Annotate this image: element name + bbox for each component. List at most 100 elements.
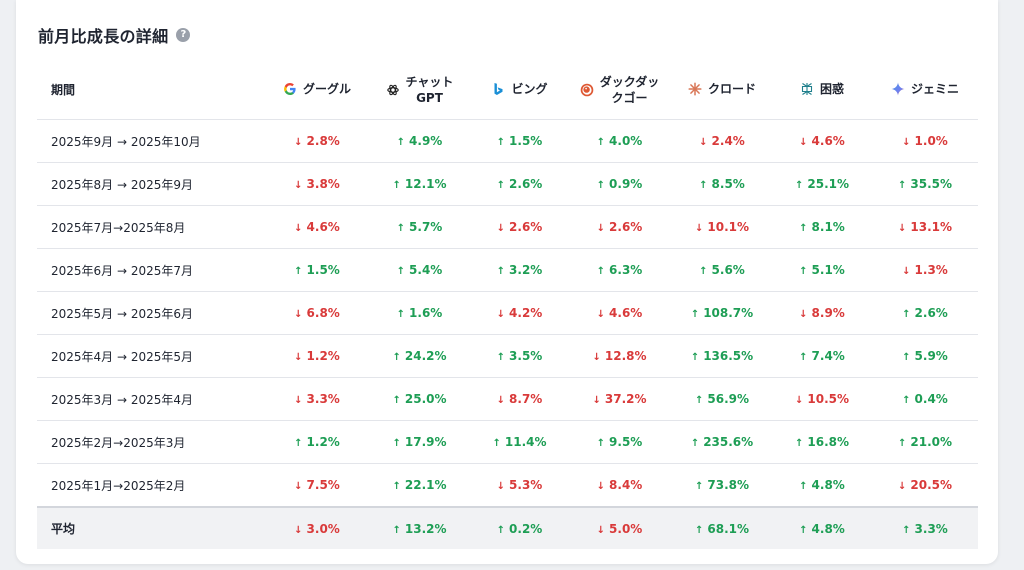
growth-value: ↑ 4.0%	[567, 119, 672, 163]
growth-percent: 8.9%	[811, 306, 845, 320]
growth-percent: 8.1%	[811, 220, 845, 234]
growth-percent: 0.2%	[509, 521, 543, 536]
growth-value: ↑ 3.3%	[872, 506, 978, 549]
arrow-up-icon: ↑	[496, 524, 506, 536]
arrow-down-icon: ↓	[496, 481, 506, 492]
growth-percent: 1.2%	[306, 435, 340, 449]
column-header-google[interactable]: グーグル	[267, 60, 367, 120]
duckduckgo-icon	[580, 83, 594, 97]
arrow-up-icon: ↑	[396, 309, 406, 320]
growth-value: ↓ 7.5%	[267, 463, 367, 508]
growth-percent: 73.8%	[707, 478, 750, 492]
growth-value: ↓ 6.8%	[267, 291, 367, 335]
column-header-label: ビング	[511, 81, 548, 96]
column-header-period[interactable]: 期間	[37, 60, 267, 120]
growth-percent: 1.0%	[914, 134, 948, 148]
arrow-up-icon: ↑	[496, 137, 506, 148]
growth-percent: 4.2%	[509, 306, 543, 320]
growth-percent: 16.8%	[807, 435, 850, 449]
average-label: 平均	[37, 506, 267, 549]
growth-value: ↑ 2.6%	[872, 291, 978, 335]
arrow-down-icon: ↓	[897, 223, 907, 234]
arrow-down-icon: ↓	[294, 524, 303, 536]
arrow-down-icon: ↓	[294, 137, 303, 148]
growth-percent: 8.4%	[609, 478, 643, 492]
arrow-up-icon: ↑	[799, 352, 808, 363]
arrow-up-icon: ↑	[392, 524, 401, 536]
growth-percent: 25.1%	[807, 177, 850, 191]
arrow-up-icon: ↑	[694, 395, 704, 406]
arrow-up-icon: ↑	[690, 438, 700, 449]
column-header-label: ダックダッ クゴー	[599, 74, 660, 105]
arrow-up-icon: ↑	[902, 395, 911, 406]
help-icon[interactable]: ?	[176, 28, 191, 42]
gemini-icon	[891, 82, 905, 96]
growth-value: ↑ 17.9%	[367, 420, 472, 464]
growth-percent: 7.5%	[306, 478, 340, 492]
period-cell: 2025年4月 → 2025年5月	[37, 334, 267, 378]
growth-percent: 20.5%	[910, 478, 953, 492]
growth-percent: 2.6%	[509, 177, 543, 191]
growth-value: ↑ 5.4%	[367, 248, 472, 292]
growth-percent: 3.3%	[306, 392, 340, 406]
growth-value: ↑ 136.5%	[672, 334, 772, 378]
growth-value: ↓ 5.3%	[472, 463, 567, 508]
arrow-down-icon: ↓	[294, 481, 303, 492]
growth-value: ↑ 1.5%	[472, 119, 567, 163]
growth-value: ↓ 4.6%	[567, 291, 672, 335]
growth-value: ↑ 5.6%	[672, 248, 772, 292]
column-header-bing[interactable]: ビング	[472, 60, 567, 120]
growth-percent: 37.2%	[604, 392, 647, 406]
growth-percent: 8.5%	[711, 177, 745, 191]
growth-value: ↓ 37.2%	[567, 377, 672, 421]
column-header-chatgpt[interactable]: チャット GPT	[367, 60, 472, 120]
perplexity-icon	[800, 82, 814, 96]
column-header-gemini[interactable]: ジェミニ	[872, 60, 978, 120]
growth-percent: 5.0%	[609, 521, 643, 536]
growth-percent: 2.4%	[711, 134, 745, 148]
table-row: 2025年7月→2025年8月 ↓ 4.6% ↑ 5.7% ↓ 2.6% ↓ 2.6% ↓ 10.1…	[37, 205, 978, 249]
arrow-up-icon: ↑	[902, 352, 911, 363]
growth-detail-card: 前月比成長の詳細 ? 期間	[16, 0, 998, 564]
arrow-up-icon: ↑	[492, 438, 501, 449]
growth-percent: 8.7%	[509, 392, 543, 406]
growth-value: ↓ 8.4%	[567, 463, 672, 508]
growth-value: ↓ 12.8%	[567, 334, 672, 378]
growth-percent: 11.4%	[504, 435, 547, 449]
arrow-up-icon: ↑	[392, 180, 401, 191]
arrow-up-icon: ↑	[396, 266, 406, 277]
growth-value: ↓ 4.2%	[472, 291, 567, 335]
growth-percent: 5.1%	[811, 263, 845, 277]
table-row: 2025年9月 → 2025年10月 ↓ 2.8% ↑ 4.9% ↑ 1.5% ↑ 4.0% ↓ 2…	[37, 119, 978, 163]
growth-value: ↓ 2.4%	[672, 119, 772, 163]
growth-value: ↓ 3.0%	[267, 506, 367, 549]
growth-value: ↓ 3.8%	[267, 162, 367, 206]
growth-value: ↑ 9.5%	[567, 420, 672, 464]
column-header-label: クロード	[707, 81, 756, 96]
growth-value: ↑ 1.6%	[367, 291, 472, 335]
growth-value: ↑ 5.1%	[772, 248, 872, 292]
table-body: 2025年9月 → 2025年10月 ↓ 2.8% ↑ 4.9% ↑ 1.5% ↑ 4.0% ↓ 2…	[37, 119, 978, 549]
growth-value: ↓ 10.1%	[672, 205, 772, 249]
arrow-down-icon: ↓	[496, 223, 506, 234]
growth-percent: 1.2%	[306, 349, 340, 363]
arrow-down-icon: ↓	[699, 137, 708, 148]
average-row: 平均 ↓ 3.0% ↑ 13.2% ↑ 0.2% ↓ 5.0% ↑ 68.1% ↑ 4.8% ↑ 3.3%	[37, 506, 978, 549]
growth-percent: 2.6%	[914, 306, 948, 320]
growth-value: ↑ 56.9%	[672, 377, 772, 421]
growth-percent: 0.4%	[914, 392, 948, 406]
period-cell: 2025年8月 → 2025年9月	[37, 162, 267, 206]
arrow-up-icon: ↑	[392, 481, 401, 492]
column-header-duckduckgo[interactable]: ダックダッ クゴー	[567, 60, 672, 120]
growth-percent: 136.5%	[703, 349, 754, 363]
growth-percent: 10.5%	[807, 392, 850, 406]
growth-percent: 35.5%	[910, 177, 953, 191]
column-header-perplexity[interactable]: 困惑	[772, 60, 872, 120]
arrow-up-icon: ↑	[897, 180, 907, 191]
growth-percent: 108.7%	[703, 306, 754, 320]
column-header-claude[interactable]: クロード	[672, 60, 772, 120]
growth-value: ↑ 25.0%	[367, 377, 472, 421]
growth-value: ↑ 35.5%	[872, 162, 978, 206]
arrow-up-icon: ↑	[396, 223, 406, 234]
growth-percent: 1.5%	[509, 134, 543, 148]
